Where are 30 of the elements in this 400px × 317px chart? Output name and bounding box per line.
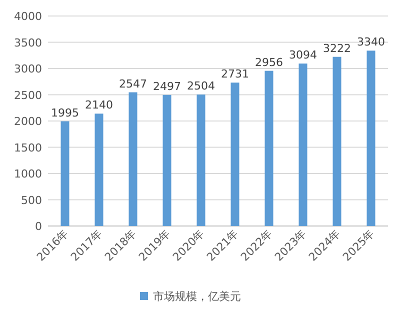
data-label: 2497 xyxy=(153,80,181,93)
y-tick-label: 3000 xyxy=(14,62,42,76)
data-label: 3094 xyxy=(289,48,317,62)
data-label: 1995 xyxy=(51,106,79,120)
y-tick-label: 1000 xyxy=(14,168,42,180)
y-tick-label: 2000 xyxy=(14,115,42,128)
bar xyxy=(332,56,342,226)
bar xyxy=(94,114,104,226)
data-label: 3340 xyxy=(357,36,385,49)
y-tick-label: 4000 xyxy=(14,10,42,23)
bar xyxy=(230,82,240,226)
legend-label: 市场规模，亿美元 xyxy=(153,290,241,303)
data-label: 2731 xyxy=(221,68,249,81)
bar xyxy=(60,121,70,226)
data-label: 2547 xyxy=(119,77,147,90)
data-label: 2504 xyxy=(187,80,215,93)
data-label: 2140 xyxy=(85,98,113,112)
bar xyxy=(128,92,138,226)
y-tick-label: 500 xyxy=(21,194,42,207)
bar xyxy=(162,94,172,226)
bar xyxy=(196,94,206,226)
bar xyxy=(264,70,274,226)
data-label: 2956 xyxy=(255,56,283,69)
y-tick-label: 0 xyxy=(35,220,42,233)
y-tick-label: 2500 xyxy=(14,88,42,102)
bar xyxy=(298,64,308,226)
bar xyxy=(366,50,376,226)
data-label: 3222 xyxy=(323,42,351,55)
y-tick-label: 1500 xyxy=(14,141,42,154)
y-tick-label: 3500 xyxy=(14,36,42,50)
